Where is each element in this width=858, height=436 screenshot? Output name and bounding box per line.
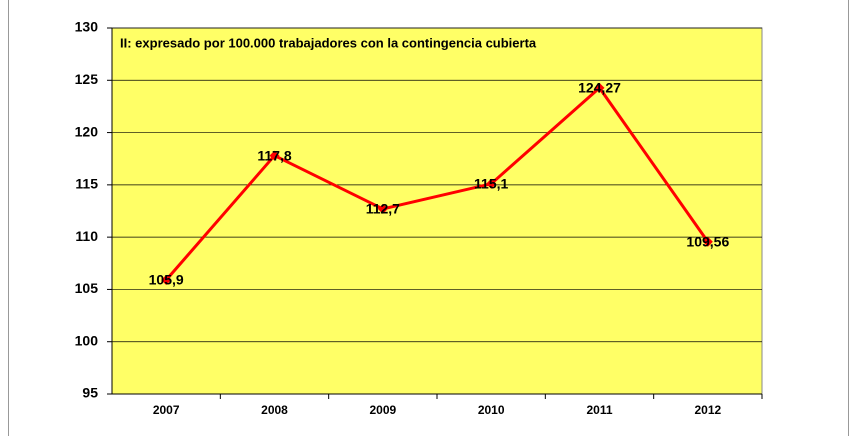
value-label: 117,8 <box>257 147 291 163</box>
x-tick-label: 2009 <box>369 403 396 417</box>
data-marker <box>377 203 388 214</box>
data-marker <box>161 275 172 286</box>
plot-area <box>111 27 763 395</box>
data-marker <box>269 150 280 161</box>
value-label: 105,9 <box>149 272 184 288</box>
value-label: 112,7 <box>366 201 400 217</box>
x-tick-label: 2012 <box>694 403 721 417</box>
y-tick-label: 110 <box>75 228 98 244</box>
y-tick-label: 95 <box>82 385 98 401</box>
value-label: 109,56 <box>686 233 729 249</box>
y-tick-label: 125 <box>75 71 99 87</box>
value-label: 124,27 <box>578 80 621 96</box>
data-marker <box>486 178 497 189</box>
data-marker <box>702 236 713 247</box>
value-label: 115,1 <box>474 176 508 192</box>
y-tick-label: 115 <box>75 176 98 192</box>
x-tick-label: 2008 <box>261 403 288 417</box>
chart-title: II: expresado por 100.000 trabajadores c… <box>120 35 537 50</box>
x-tick-label: 2010 <box>478 403 505 417</box>
y-tick-label: 100 <box>75 332 99 348</box>
data-line <box>165 85 710 282</box>
y-tick-label: 105 <box>75 280 99 296</box>
x-tick-label: 2007 <box>153 403 180 417</box>
y-tick-label: 120 <box>75 123 99 139</box>
x-tick-label: 2011 <box>586 403 612 417</box>
y-tick-label: 130 <box>75 19 99 35</box>
data-marker <box>594 82 605 93</box>
